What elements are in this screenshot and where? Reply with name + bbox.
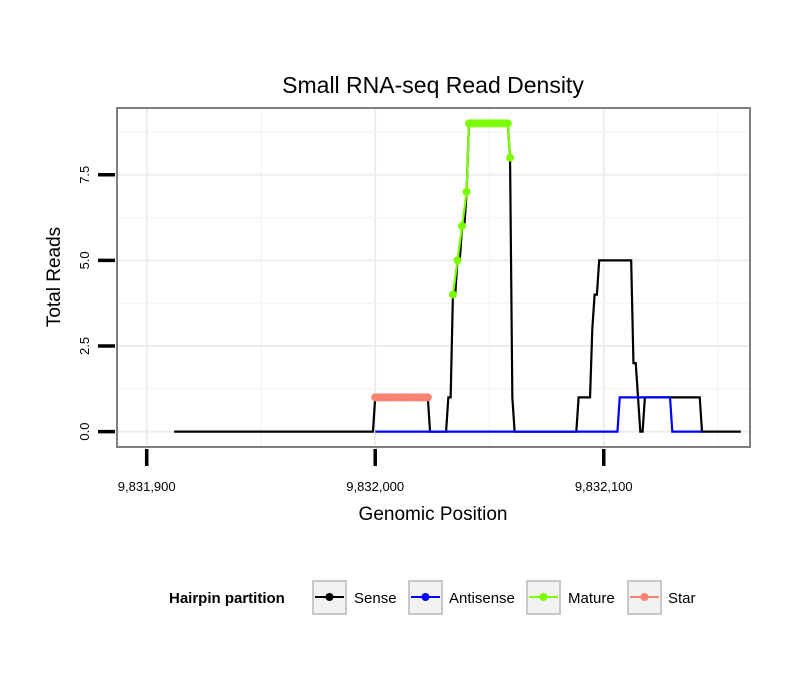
legend: Hairpin partition Sense Antisense Mature… [169, 580, 696, 615]
data-point-mature [458, 222, 467, 231]
data-point-mature [448, 290, 457, 299]
legend-key-point [325, 593, 334, 601]
x-axis-title: Genomic Position [359, 504, 508, 525]
legend-label-sense: Sense [354, 590, 397, 607]
series-line-antisense [375, 396, 703, 433]
data-point-mature [503, 119, 512, 128]
data-point-mature [453, 256, 462, 265]
plot-panel [116, 107, 751, 448]
data-point-mature [506, 153, 515, 162]
y-axis-title: Total Reads [44, 227, 65, 327]
y-tick-label: 5.0 [77, 251, 92, 269]
series-layer [174, 119, 741, 433]
series-line-sense [174, 122, 741, 433]
legend-label-star: Star [668, 590, 696, 607]
legend-item-sense[interactable]: Sense [312, 580, 397, 615]
legend-label-antisense: Antisense [449, 590, 515, 607]
legend-item-antisense[interactable]: Antisense [408, 580, 515, 615]
legend-key-point [421, 593, 430, 601]
legend-key-point [539, 593, 548, 601]
legend-title: Hairpin partition [169, 590, 285, 607]
panel-background [117, 108, 750, 447]
chart-title: Small RNA-seq Read Density [282, 72, 584, 98]
x-tick-label: 9,831,900 [118, 479, 176, 494]
panel-border [116, 107, 751, 448]
y-tick-label: 2.5 [77, 337, 92, 355]
y-axis: 0.0 2.5 5.0 7.5 [77, 166, 115, 441]
data-point-star [423, 393, 432, 402]
x-tick-label: 9,832,100 [575, 479, 633, 494]
data-point-mature [462, 187, 471, 196]
legend-item-mature[interactable]: Mature [526, 580, 615, 615]
legend-label-mature: Mature [568, 590, 615, 607]
x-tick-label: 9,832,000 [346, 479, 404, 494]
legend-key-point [640, 593, 649, 601]
legend-item-star[interactable]: Star [627, 580, 696, 615]
y-tick-label: 7.5 [77, 166, 92, 184]
y-tick-label: 0.0 [77, 423, 92, 441]
x-axis: 9,831,900 9,832,000 9,832,100 [118, 449, 633, 494]
